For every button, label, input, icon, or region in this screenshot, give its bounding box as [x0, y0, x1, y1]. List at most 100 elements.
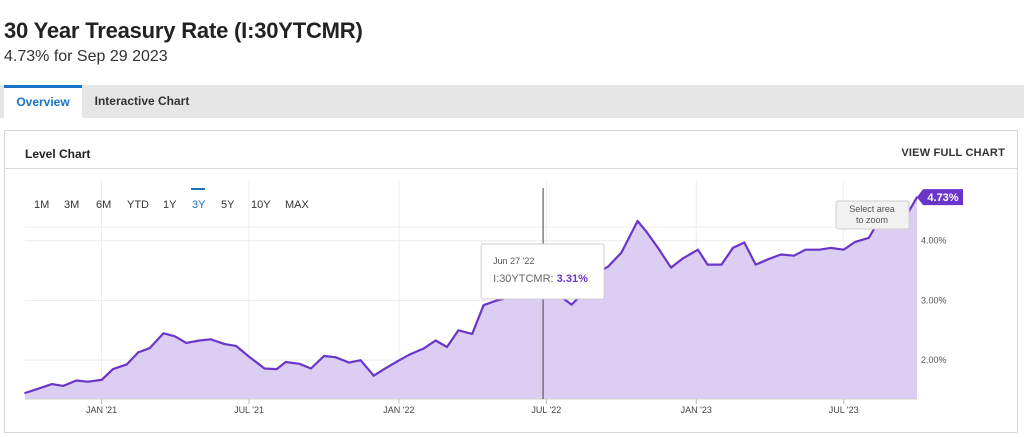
data-point — [818, 248, 821, 251]
range-button-5y[interactable]: 5Y — [221, 199, 235, 211]
range-button-10y[interactable]: 10Y — [251, 199, 271, 211]
last-value-label: 4.73% — [927, 192, 958, 204]
data-point — [37, 387, 39, 390]
data-point — [696, 248, 699, 251]
data-point — [434, 339, 437, 342]
y-tick-label: 3.00% — [921, 295, 947, 305]
data-point — [829, 247, 832, 249]
data-point — [24, 392, 26, 394]
data-point — [173, 335, 176, 338]
data-point — [334, 356, 337, 359]
data-point — [348, 361, 351, 364]
x-tick-label: JUL '21 — [234, 405, 264, 415]
tooltip-box — [480, 243, 605, 300]
data-point — [50, 383, 53, 385]
data-point — [235, 344, 237, 347]
data-point — [125, 363, 128, 366]
zoom-hint-box — [835, 200, 910, 230]
data-point — [482, 304, 485, 307]
range-active-indicator — [191, 188, 205, 190]
data-point — [768, 257, 771, 260]
data-point — [209, 338, 212, 341]
data-point — [681, 257, 684, 260]
zoom-hint-line1: Select area — [849, 204, 895, 214]
data-point — [86, 380, 89, 383]
data-point — [570, 303, 573, 306]
level-chart[interactable]: JAN '21 JUL '21 JAN '22 JUL '22 JAN '23 JUL '… — [5, 131, 1017, 432]
panel-title: Level Chart — [25, 147, 91, 161]
tooltip-value-row: I:30YTCMR: 3.31% — [493, 273, 588, 285]
data-point — [137, 351, 140, 354]
y-tick-label: 4.00% — [921, 236, 947, 246]
x-tick-label: JUL '22 — [531, 405, 561, 415]
tab-interactive-chart[interactable]: Interactive Chart — [94, 94, 190, 108]
range-button-3m[interactable]: 3M — [64, 199, 79, 211]
data-point — [310, 367, 312, 370]
tooltip-series-label: I:30YTCMR: — [493, 273, 557, 285]
data-point — [148, 347, 151, 350]
data-point — [471, 333, 474, 335]
range-button-1y[interactable]: 1Y — [163, 199, 177, 211]
data-point — [754, 263, 757, 266]
data-point — [409, 353, 412, 356]
range-button-1m[interactable]: 1M — [34, 199, 49, 211]
range-button-max[interactable]: MAX — [285, 199, 310, 211]
tab-bar: Overview Interactive Chart — [0, 85, 1024, 118]
data-point — [607, 265, 610, 268]
data-point — [284, 361, 287, 363]
data-point — [495, 299, 498, 302]
tooltip-value: 3.31% — [557, 273, 588, 285]
data-point — [323, 355, 325, 357]
data-point — [185, 341, 188, 344]
data-point — [620, 251, 623, 254]
data-point — [720, 263, 723, 266]
tooltip-date: Jun 27 '22 — [493, 256, 534, 266]
data-point — [645, 230, 648, 233]
x-tick-label: JAN '21 — [86, 405, 117, 415]
zoom-hint-line2: to zoom — [856, 215, 888, 225]
data-point — [793, 254, 795, 257]
data-point — [670, 266, 672, 269]
data-point — [636, 220, 639, 222]
data-point — [112, 368, 114, 371]
level-chart-panel: Level Chart VIEW FULL CHART JAN '21 JUL '… — [4, 130, 1018, 433]
data-point — [248, 355, 250, 358]
data-point — [275, 368, 278, 371]
data-point — [423, 347, 426, 350]
data-point — [743, 241, 746, 244]
data-point — [457, 329, 460, 332]
data-point — [162, 332, 165, 335]
data-point — [706, 263, 709, 266]
view-full-chart-link[interactable]: VIEW FULL CHART — [901, 147, 1005, 159]
data-point — [399, 358, 402, 361]
series-area — [25, 197, 917, 399]
data-point — [263, 367, 266, 370]
data-point — [446, 346, 448, 348]
data-point — [780, 253, 782, 256]
data-point — [384, 367, 386, 370]
data-point — [62, 384, 65, 387]
data-point — [842, 248, 845, 251]
data-point — [75, 379, 78, 382]
range-button-3y[interactable]: 3Y — [192, 199, 206, 211]
data-point — [198, 339, 201, 342]
data-point — [372, 374, 375, 377]
x-tick-label: JUL '23 — [829, 405, 859, 415]
page-subtitle: 4.73% for Sep 29 2023 — [4, 48, 168, 65]
tab-overview[interactable]: Overview — [4, 85, 82, 118]
y-tick-label: 2.00% — [921, 355, 947, 365]
data-point — [100, 378, 103, 381]
data-point — [298, 362, 301, 365]
range-button-ytd[interactable]: YTD — [127, 199, 149, 211]
page-title: 30 Year Treasury Rate (I:30YTCMR) — [4, 18, 363, 43]
data-point — [804, 248, 807, 251]
last-value-badge — [917, 189, 963, 206]
data-point — [359, 359, 362, 362]
range-button-6m[interactable]: 6M — [96, 199, 111, 211]
data-point — [657, 247, 659, 249]
data-point — [868, 236, 870, 239]
data-point — [731, 247, 734, 249]
x-tick-label: JAN '23 — [681, 405, 712, 415]
data-point — [223, 343, 226, 345]
panel-header: Level Chart VIEW FULL CHART — [5, 131, 1017, 169]
